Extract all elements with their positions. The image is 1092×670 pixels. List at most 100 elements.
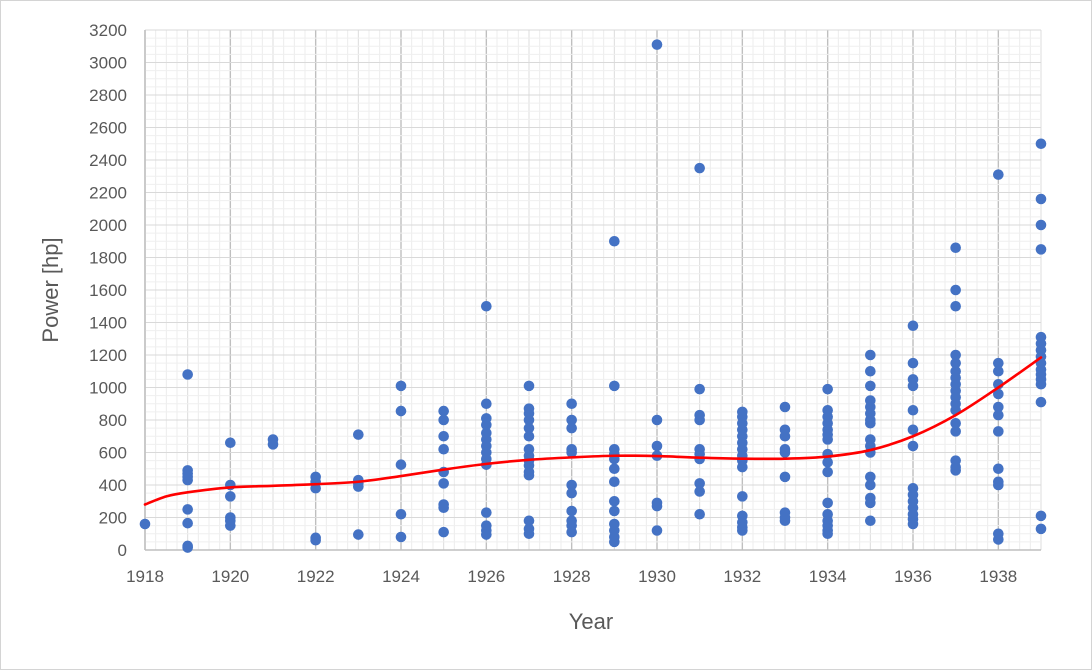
data-point: [438, 414, 449, 426]
data-point: [1035, 138, 1047, 150]
data-point: [395, 459, 407, 470]
x-tick-label: 1938: [979, 567, 1017, 586]
data-point: [907, 357, 919, 369]
y-tick-label: 3000: [89, 54, 127, 73]
data-point: [438, 430, 449, 442]
data-point: [1035, 193, 1047, 205]
y-tick-label: 1400: [89, 314, 127, 333]
data-point: [993, 463, 1004, 475]
data-point: [993, 169, 1004, 180]
y-tick-label: 3200: [89, 21, 127, 40]
data-point: [737, 461, 748, 473]
data-point: [353, 429, 364, 440]
data-point: [1035, 396, 1047, 408]
data-point: [523, 430, 535, 442]
x-tick-label: 1924: [382, 567, 420, 586]
data-point: [822, 497, 833, 509]
data-point: [182, 517, 193, 529]
data-point: [694, 383, 705, 395]
y-tick-label: 200: [99, 509, 127, 528]
data-point: [907, 518, 919, 530]
data-point: [950, 300, 961, 312]
data-point: [609, 536, 620, 548]
data-point: [182, 542, 193, 553]
data-point: [481, 300, 492, 312]
data-point: [694, 508, 705, 520]
x-tick-label: 1920: [211, 567, 249, 586]
x-tick-label: 1928: [553, 567, 591, 586]
data-point: [225, 491, 236, 502]
data-point: [651, 39, 663, 50]
data-point: [993, 388, 1004, 400]
y-tick-label: 2400: [89, 151, 127, 170]
x-tick-label: 1934: [809, 567, 847, 586]
data-point: [907, 440, 919, 452]
data-point: [907, 380, 919, 392]
x-tick-label: 1930: [638, 567, 676, 586]
data-point: [523, 528, 535, 540]
data-point: [993, 534, 1004, 545]
data-points: [139, 39, 1047, 553]
data-point: [438, 526, 449, 538]
data-point: [865, 380, 876, 392]
data-point: [865, 497, 876, 509]
data-point: [993, 401, 1004, 413]
data-point: [523, 469, 535, 481]
data-point: [950, 465, 961, 476]
data-point: [609, 476, 620, 488]
data-point: [865, 471, 876, 483]
data-point: [353, 529, 364, 540]
data-point: [822, 434, 833, 445]
data-point: [694, 486, 705, 497]
data-point: [395, 531, 407, 543]
data-point: [651, 500, 663, 512]
x-axis-title: Year: [569, 609, 613, 634]
data-point: [865, 365, 876, 377]
y-tick-label: 800: [99, 411, 127, 430]
data-point: [822, 456, 833, 468]
data-point: [566, 526, 577, 538]
data-point: [182, 474, 193, 486]
y-tick-label: 1000: [89, 379, 127, 398]
data-point: [651, 525, 663, 536]
data-point: [523, 515, 535, 527]
data-point: [481, 507, 492, 518]
data-point: [523, 422, 535, 434]
data-point: [566, 398, 577, 410]
data-point: [225, 520, 236, 531]
data-point: [822, 466, 833, 478]
data-point: [182, 369, 193, 380]
data-point: [865, 515, 876, 527]
data-point: [1035, 378, 1047, 390]
data-point: [651, 414, 663, 426]
data-point: [566, 414, 577, 426]
data-point: [438, 443, 449, 455]
data-point: [694, 478, 705, 489]
x-tick-label: 1922: [297, 567, 335, 586]
data-point: [481, 398, 492, 410]
y-tick-label: 2000: [89, 216, 127, 235]
trend-line-path: [143, 356, 1043, 506]
data-point: [310, 534, 321, 546]
data-point: [438, 502, 449, 514]
data-point: [865, 349, 876, 361]
data-point: [353, 481, 364, 492]
data-point: [779, 430, 791, 442]
y-tick-label: 2600: [89, 119, 127, 138]
y-tick-label: 2200: [89, 184, 127, 203]
data-point: [438, 478, 449, 489]
data-point: [1035, 523, 1047, 535]
trend-line: [143, 356, 1043, 506]
data-point: [609, 505, 620, 517]
data-point: [1035, 219, 1047, 231]
data-point: [609, 380, 620, 392]
data-point: [267, 439, 279, 450]
data-point: [822, 383, 833, 395]
data-point: [225, 437, 236, 449]
data-point: [822, 528, 833, 540]
y-axis-title: Power [hp]: [38, 237, 63, 342]
x-tick-label: 1926: [467, 567, 505, 586]
data-point: [438, 405, 449, 417]
data-point: [993, 357, 1004, 369]
